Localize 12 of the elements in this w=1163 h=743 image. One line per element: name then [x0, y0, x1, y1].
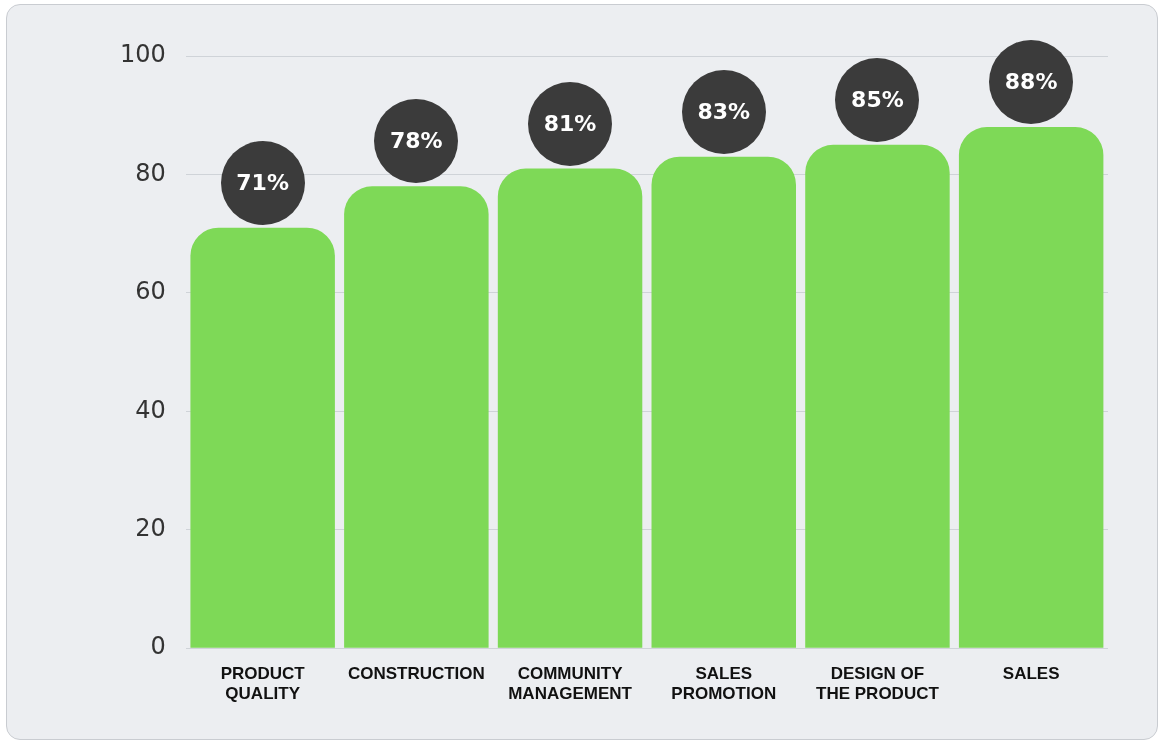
x-tick-label: CONSTRUCTION: [347, 664, 485, 684]
x-tick-label: SALES: [1002, 664, 1060, 684]
y-tick-label: 0: [150, 632, 166, 661]
x-tick-label: PRODUCT QUALITY: [220, 664, 306, 704]
x-tick-label: SALES PROMOTION: [671, 664, 777, 704]
y-tick-label: 40: [135, 395, 166, 424]
y-tick-label: 20: [135, 513, 166, 542]
y-tick-label: 100: [120, 40, 166, 69]
y-tick-label: 60: [135, 277, 166, 306]
x-tick-label: DESIGN OF THE PRODUCT: [816, 664, 940, 704]
y-tick-label: 80: [135, 158, 166, 187]
x-tick-label: COMMUNITY MANAGEMENT: [508, 664, 633, 704]
